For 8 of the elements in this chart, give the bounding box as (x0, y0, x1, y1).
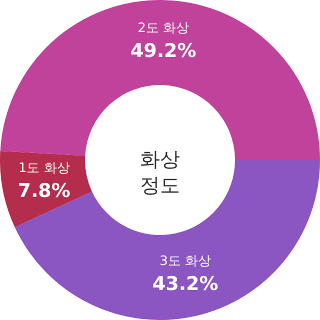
slice-label: 1도 화상 (18, 161, 70, 176)
text: 화상 정도 (140, 147, 180, 197)
data-label: 7.8% (18, 180, 70, 202)
donut-slice (0, 150, 92, 228)
data-label: 43.2% (152, 273, 218, 296)
slice-label: 3도 화상 (160, 254, 212, 270)
data-label: 49.2% (130, 40, 196, 62)
slice-label: 2도 화상 (138, 21, 190, 36)
